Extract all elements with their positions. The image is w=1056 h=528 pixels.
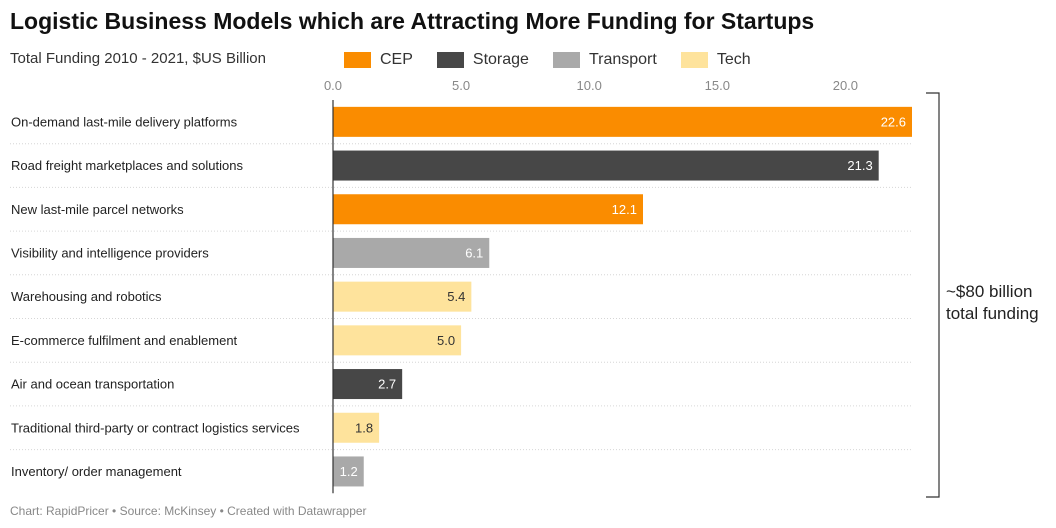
legend-item-storage: Storage [436, 51, 529, 69]
legend-label-tech: Tech [716, 51, 751, 68]
bar-value-label: 22.6 [881, 114, 906, 129]
x-tick-label: 0.0 [324, 78, 342, 93]
bar-value-label: 6.1 [465, 245, 483, 260]
legend-swatch-transport [552, 52, 580, 68]
category-label: New last-mile parcel networks [11, 202, 184, 217]
total-bracket [926, 92, 940, 498]
x-tick-label: 20.0 [833, 78, 858, 93]
annotation-line-1: ~$80 billion [946, 282, 1033, 301]
annotation-line-2: total funding [946, 304, 1039, 323]
bar [333, 369, 403, 400]
x-tick-label: 15.0 [705, 78, 730, 93]
bar-value-label: 5.0 [437, 333, 455, 348]
legend-label-storage: Storage [472, 51, 529, 68]
category-label: Inventory/ order management [11, 464, 182, 479]
category-label: Visibility and intelligence providers [11, 245, 209, 260]
category-label: Warehousing and robotics [11, 289, 162, 304]
chart-subtitle: Total Funding 2010 - 2021, $US Billion [10, 50, 266, 67]
total-funding-annotation: ~$80 billion total funding [946, 281, 1039, 325]
chart-footer: Chart: RapidPricer • Source: McKinsey • … [10, 504, 367, 518]
legend-swatch-storage [436, 52, 464, 68]
category-label: Traditional third-party or contract logi… [11, 420, 300, 435]
bar-value-label: 1.8 [355, 420, 373, 435]
bar [333, 456, 364, 487]
bar-value-label: 12.1 [612, 202, 637, 217]
category-label: E-commerce fulfilment and enablement [11, 333, 238, 348]
bar [333, 281, 472, 312]
legend-item-cep: CEP [344, 51, 413, 69]
bar [333, 150, 879, 181]
bar [333, 237, 490, 268]
bar [333, 194, 643, 225]
bar-value-label: 1.2 [340, 464, 358, 479]
legend-item-transport: Transport [552, 51, 657, 69]
bar-value-label: 2.7 [378, 377, 396, 392]
legend-label-transport: Transport [588, 51, 657, 68]
bar [333, 106, 912, 137]
bar [333, 412, 380, 443]
legend-swatch-tech [680, 52, 708, 68]
x-tick-label: 10.0 [577, 78, 602, 93]
x-tick-label: 5.0 [452, 78, 470, 93]
category-label: Air and ocean transportation [11, 377, 174, 392]
bar-value-label: 21.3 [847, 158, 872, 173]
legend-swatch-cep [344, 52, 371, 68]
category-label: Road freight marketplaces and solutions [11, 158, 243, 173]
legend-label-cep: CEP [380, 51, 413, 68]
legend: CEP Storage Transport Tech [344, 51, 775, 69]
legend-item-tech: Tech [680, 51, 751, 69]
bar [333, 325, 462, 356]
chart-title: Logistic Business Models which are Attra… [10, 8, 815, 34]
category-label: On-demand last-mile delivery platforms [11, 114, 238, 129]
bar-value-label: 5.4 [447, 289, 465, 304]
